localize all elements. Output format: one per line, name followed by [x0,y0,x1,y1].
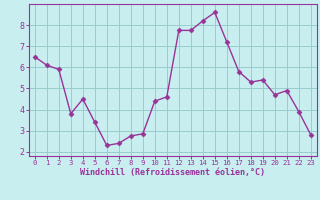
X-axis label: Windchill (Refroidissement éolien,°C): Windchill (Refroidissement éolien,°C) [80,168,265,177]
